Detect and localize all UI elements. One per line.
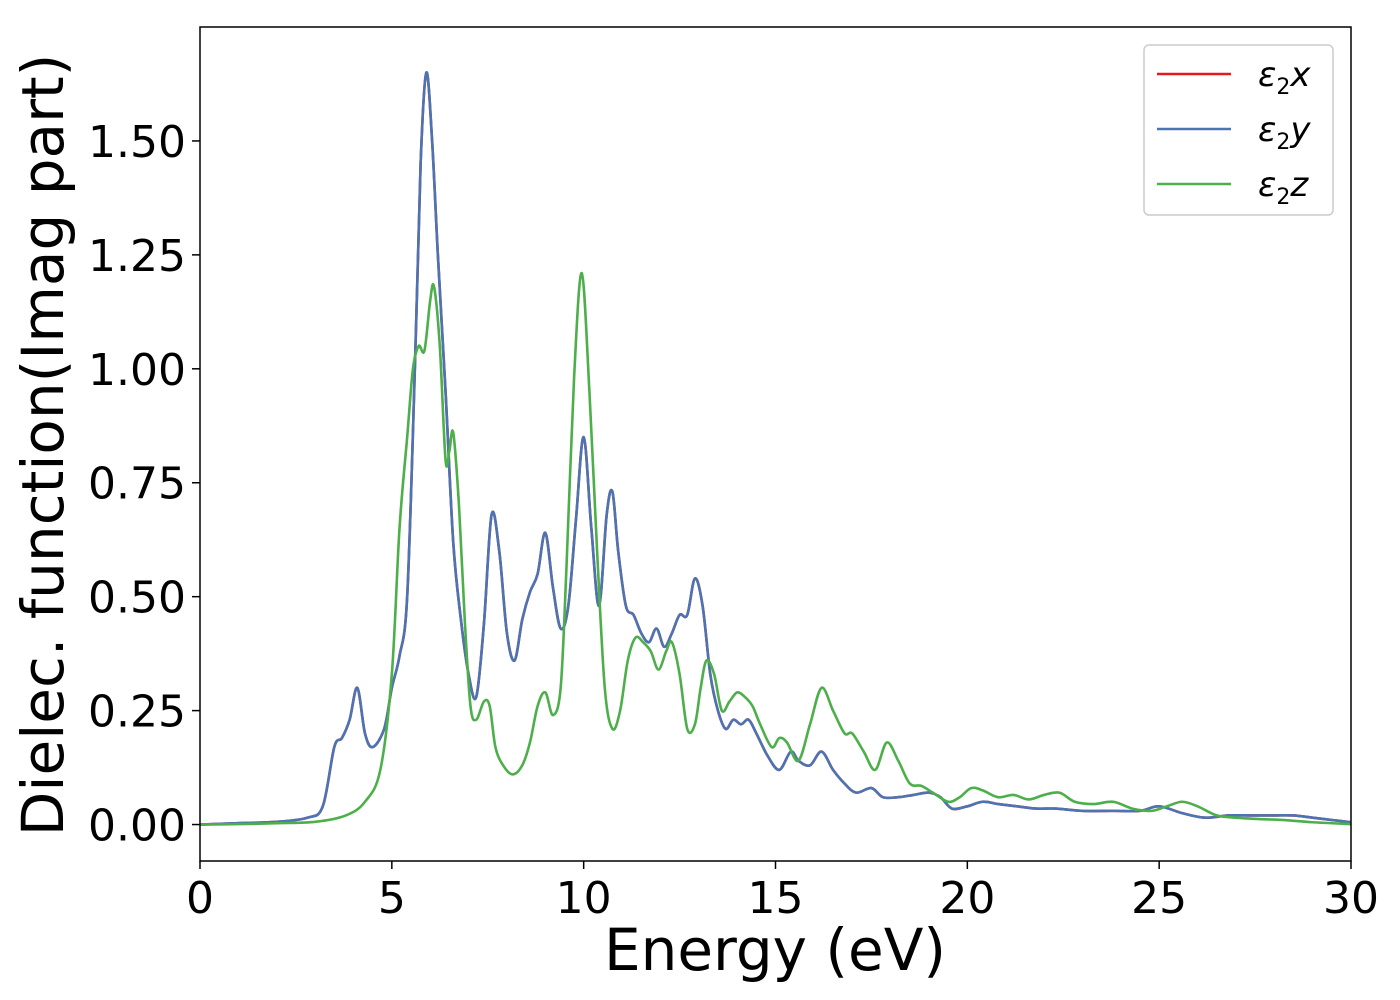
x-tick-label: 25 <box>1131 873 1187 924</box>
legend-label-y: ε2y <box>1258 110 1311 155</box>
x-tick-label: 30 <box>1323 873 1379 924</box>
x-axis-label: Energy (eV) <box>604 916 946 984</box>
y-tick-label: 0.50 <box>88 573 186 624</box>
x-tick-label: 10 <box>556 873 612 924</box>
legend-label-x: ε2x <box>1258 55 1311 100</box>
y-tick-label: 1.50 <box>88 117 186 168</box>
x-tick-label: 0 <box>186 873 214 924</box>
x-axis-ticks: 0 5 10 15 20 25 30 <box>186 861 1379 924</box>
y-tick-label: 0.75 <box>88 459 186 510</box>
y-tick-label: 1.25 <box>88 231 186 282</box>
series-line-y <box>200 71 1351 826</box>
y-axis-label: Dielec. function(Imag part) <box>9 54 77 837</box>
y-tick-label: 0.25 <box>88 687 186 738</box>
series-layer <box>200 71 1351 826</box>
x-tick-label: 20 <box>939 873 995 924</box>
y-tick-label: 0.00 <box>88 801 186 852</box>
series-line-z <box>200 271 1351 826</box>
legend-label-z: ε2z <box>1258 165 1309 210</box>
legend: ε2x ε2y ε2z <box>1143 44 1334 216</box>
legend-box <box>1143 44 1334 216</box>
x-tick-label: 15 <box>748 873 804 924</box>
y-axis-ticks: 0.00 0.25 0.50 0.75 1.00 1.25 1.50 <box>88 117 200 852</box>
x-tick-label: 5 <box>378 873 406 924</box>
y-tick-label: 1.00 <box>88 345 186 396</box>
